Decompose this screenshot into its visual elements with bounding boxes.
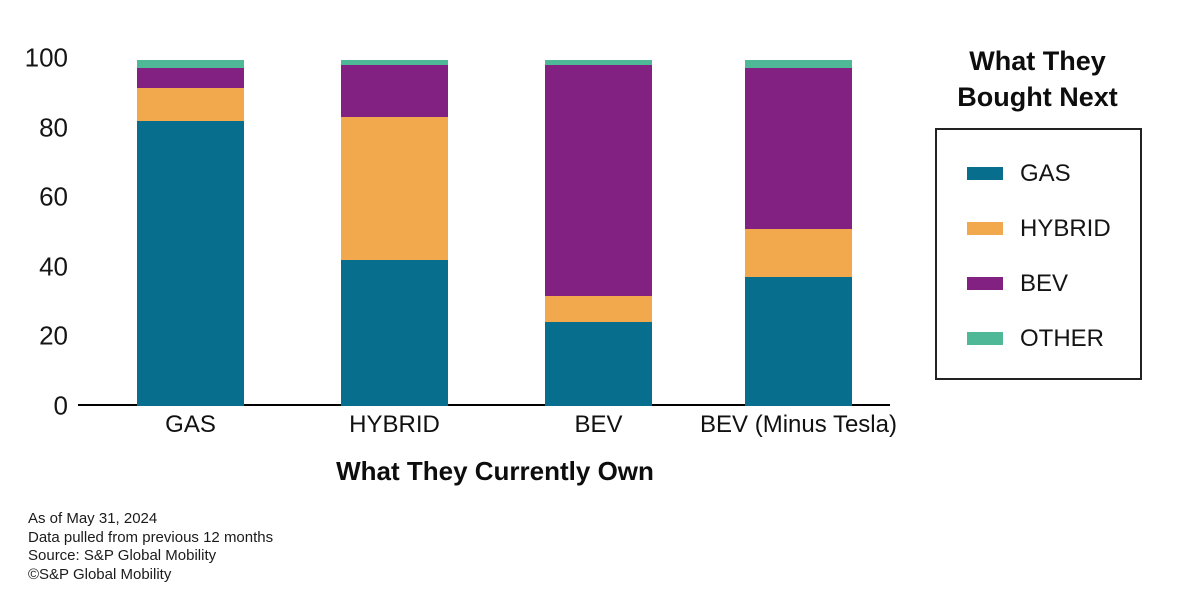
bar-segment-bev-minus-tesla-bev [745,68,852,229]
bar-segment-bev-bev [545,64,652,297]
y-tick-label-20: 20 [39,320,68,351]
bar-segment-gas-bev [137,68,244,88]
legend-items: GAS HYBRID BEV OTHER [937,146,1140,366]
x-axis-title: What They Currently Own [336,456,654,486]
legend-label-hybrid: HYBRID [1020,214,1111,242]
stacked-bar-hybrid [341,59,448,406]
legend-item-hybrid: HYBRID [937,201,1140,256]
footer-line-source: Source: S&P Global Mobility [28,547,217,564]
legend-swatch-bev [967,277,1003,290]
footer-line-asof: As of May 31, 2024 [28,510,158,527]
bar-segment-bev-minus-tesla-other [745,59,852,69]
x-axis-line [78,404,890,406]
legend-swatch-other [967,332,1003,345]
legend-box: GAS HYBRID BEV OTHER [935,128,1142,380]
legend-swatch-gas [967,167,1003,180]
bar-segment-hybrid-hybrid [341,117,448,260]
y-tick-label-100: 100 [24,42,68,73]
footer-line-copyright: ©S&P Global Mobility [28,565,172,583]
x-tick-label-bev: BEV [574,411,623,438]
y-tick-label-40: 40 [39,251,68,282]
legend-label-gas: GAS [1020,159,1071,187]
bar-segment-gas-other [137,59,244,69]
bar-segment-bev-hybrid [545,296,652,323]
bar-segment-gas-hybrid [137,87,244,121]
x-tick-label-gas: GAS [165,411,216,438]
legend-item-bev: BEV [937,256,1140,311]
bar-segment-hybrid-gas [341,259,448,406]
y-tick-label-80: 80 [39,112,68,143]
x-tick-label-bev-minus-tesla: BEV (Minus Tesla) [700,411,897,438]
footer-line-period: Data pulled from previous 12 months [28,528,274,546]
y-tick-label-0: 0 [53,390,68,421]
stacked-bar-bev-minus-tesla [745,59,852,406]
legend-item-other: OTHER [937,311,1140,366]
legend-label-other: OTHER [1020,324,1104,352]
legend-label-bev: BEV [1020,269,1069,297]
stacked-bar-gas [137,59,244,406]
x-tick-label-hybrid: HYBRID [349,411,440,438]
legend-item-gas: GAS [937,146,1140,201]
bar-segment-bev-minus-tesla-hybrid [745,228,852,278]
bar-segment-bev-gas [545,322,652,406]
bar-segment-bev-other [545,59,652,65]
stacked-bar-bev [545,59,652,406]
legend-title: What They Bought Next [957,46,1118,112]
legend-swatch-hybrid [967,222,1003,235]
bar-segment-bev-minus-tesla-gas [745,277,852,406]
source-note: As of May 31, 2024 Data pulled from prev… [28,510,273,584]
y-tick-label-60: 60 [39,181,68,212]
bar-segment-hybrid-bev [341,64,448,118]
bar-segment-hybrid-other [341,59,448,65]
bar-segment-gas-gas [137,120,244,406]
